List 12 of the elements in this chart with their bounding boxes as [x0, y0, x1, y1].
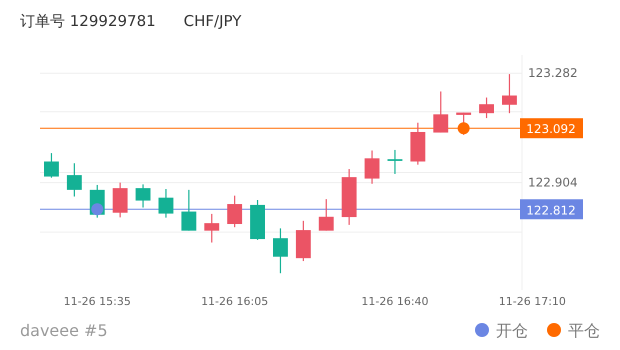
y-tick-label: 123.282	[528, 66, 578, 80]
ref-line-label: 123.092	[526, 122, 576, 136]
legend-label: 开仓	[496, 321, 528, 340]
x-tick-label: 11-26 17:10	[498, 295, 566, 308]
y-tick-label: 122.904	[528, 176, 578, 190]
annotation: daveee #5	[20, 321, 108, 340]
x-tick-label: 11-26 15:35	[64, 295, 131, 308]
title: 订单号 129929781 CHF/JPY	[20, 12, 242, 30]
x-tick-label: 11-26 16:05	[201, 295, 268, 308]
ref-line-label: 122.812	[526, 203, 576, 218]
legend-label: 平仓	[568, 321, 600, 340]
x-tick-label: 11-26 16:40	[361, 295, 429, 308]
